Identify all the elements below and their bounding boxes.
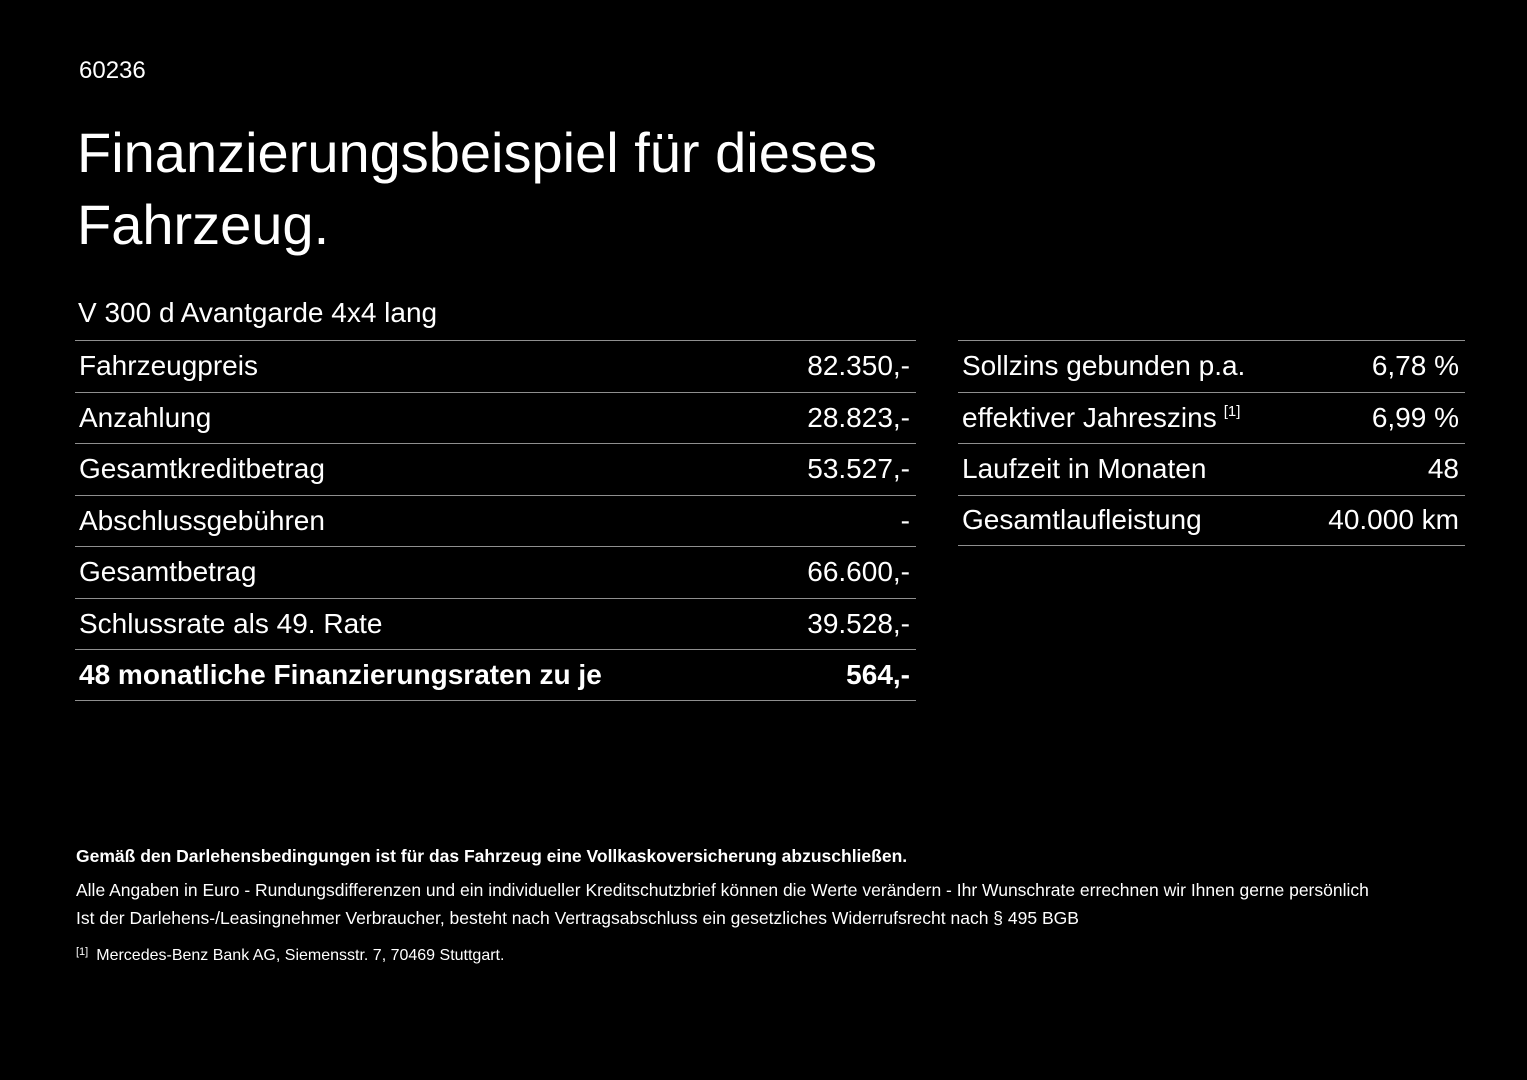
table-row-effektiver-jahreszins: effektiver Jahreszins [1] 6,99 % [958, 391, 1465, 444]
row-value: 53.527,- [807, 453, 910, 485]
row-label: 48 monatliche Finanzierungsraten zu je [79, 658, 602, 690]
row-label: Fahrzeugpreis [79, 350, 258, 382]
table-row-gesamtbetrag: Gesamtbetrag 66.600,- [75, 546, 916, 598]
row-label: Anzahlung [79, 401, 212, 433]
financing-table: Fahrzeugpreis 82.350,- Anzahlung 28.823,… [75, 340, 916, 701]
row-value: 28.823,- [807, 401, 910, 433]
footer: Gemäß den Darlehensbedingungen ist für d… [76, 846, 1446, 965]
conditions-table: Sollzins gebunden p.a. 6,78 % effektiver… [958, 340, 1465, 546]
page-title-line2: Fahrzeug. [77, 193, 330, 256]
footnote-text: Mercedes-Benz Bank AG, Siemensstr. 7, 70… [96, 947, 505, 964]
page-title: Finanzierungsbeispiel für dieses Fahrzeug… [77, 117, 877, 261]
doc-number: 60236 [79, 57, 146, 84]
table-row-gesamtkreditbetrag: Gesamtkreditbetrag 53.527,- [75, 443, 916, 495]
footnote: [1] Mercedes-Benz Bank AG, Siemensstr. 7,… [76, 946, 1446, 965]
row-label: Gesamtbetrag [79, 556, 257, 588]
table-row-laufzeit: Laufzeit in Monaten 48 [958, 443, 1465, 495]
row-value: 40.000 km [1328, 504, 1459, 536]
table-row-gesamtlaufleistung: Gesamtlaufleistung 40.000 km [958, 494, 1465, 546]
row-label: Gesamtlaufleistung [962, 504, 1202, 536]
row-value: 564,- [846, 658, 910, 690]
table-row-fahrzeugpreis: Fahrzeugpreis 82.350,- [75, 340, 916, 392]
footnote-ref: [1] [1223, 402, 1241, 420]
footer-insurance-note: Gemäß den Darlehensbedingungen ist für d… [76, 846, 908, 866]
footer-disclaimer-line2: Ist der Darlehens-/Leasingnehmer Verbrau… [76, 907, 1079, 928]
vehicle-model: V 300 d Avantgarde 4x4 lang [78, 297, 438, 328]
row-value: 6,99 % [1371, 401, 1459, 433]
row-label: effektiver Jahreszins [1] [962, 402, 1240, 434]
row-label: Sollzins gebunden p.a. [962, 350, 1246, 382]
footer-disclaimer-line1: Alle Angaben in Euro - Rundungsdifferenz… [76, 880, 1369, 900]
table-row-schlussrate: Schlussrate als 49. Rate 39.528,- [75, 597, 916, 650]
page-title-line1: Finanzierungsbeispiel für dieses [77, 121, 877, 184]
table-row-monatsrate: 48 monatliche Finanzierungsraten zu je 5… [75, 649, 916, 701]
row-label-text: effektiver Jahreszins [962, 401, 1217, 433]
footnote-marker: [1] [76, 946, 89, 958]
row-label: Gesamtkreditbetrag [79, 453, 325, 485]
row-value: 82.350,- [807, 350, 910, 382]
row-value: 48 [1427, 453, 1459, 485]
table-row-abschlussgebuehren: Abschlussgebühren - [75, 494, 916, 547]
row-value: 39.528,- [807, 607, 910, 639]
table-row-anzahlung: Anzahlung 28.823,- [75, 391, 916, 444]
row-value: 66.600,- [807, 556, 910, 588]
row-value: - [900, 504, 910, 536]
row-label: Abschlussgebühren [79, 504, 325, 536]
financing-tables: Fahrzeugpreis 82.350,- Anzahlung 28.823,… [75, 340, 1465, 701]
row-value: 6,78 % [1371, 350, 1459, 382]
table-row-sollzins: Sollzins gebunden p.a. 6,78 % [958, 340, 1465, 392]
row-label: Laufzeit in Monaten [962, 453, 1207, 485]
row-label: Schlussrate als 49. Rate [79, 607, 383, 639]
